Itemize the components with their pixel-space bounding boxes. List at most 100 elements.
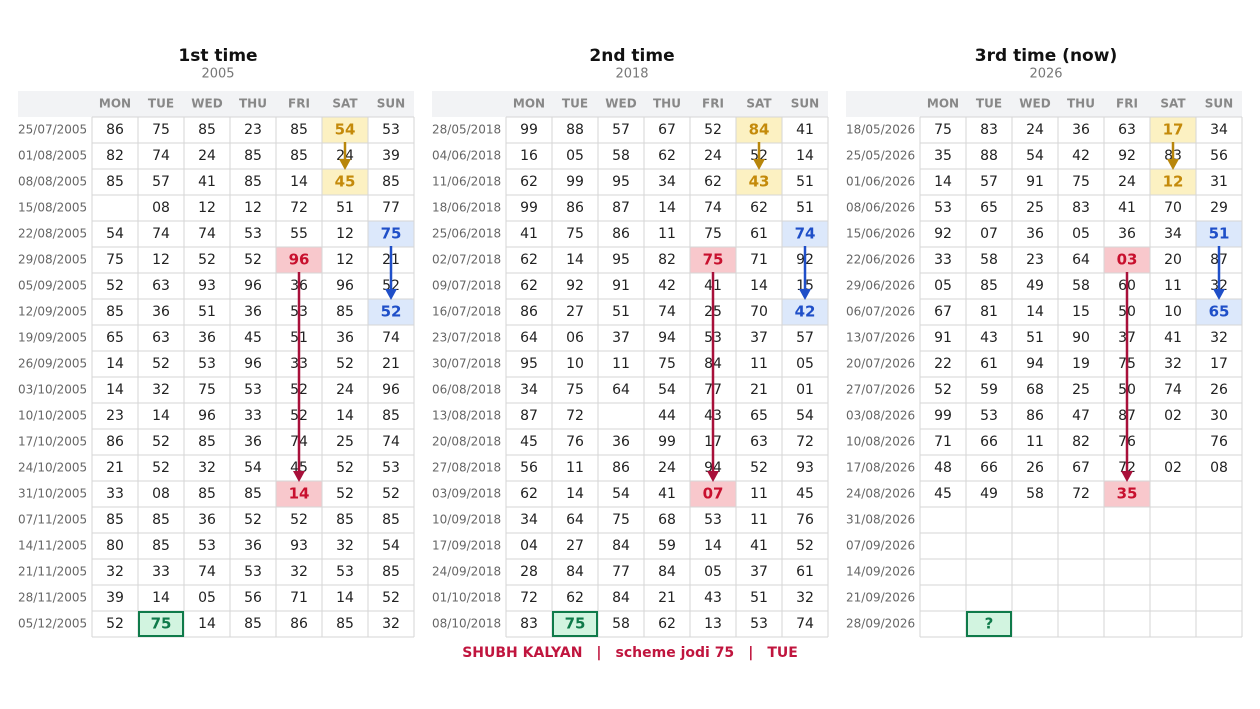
cell: 99 xyxy=(658,434,676,450)
cell: 53 xyxy=(704,512,722,528)
cell: 85 xyxy=(290,148,308,164)
cell: 12 xyxy=(336,252,354,268)
cell: 85 xyxy=(382,512,400,528)
cell: 12 xyxy=(152,252,170,268)
cell: 54 xyxy=(658,382,676,398)
cell: 92 xyxy=(566,278,584,294)
cell: 53 xyxy=(980,408,998,424)
cell: 71 xyxy=(290,590,308,606)
cell: 85 xyxy=(244,148,262,164)
cell: 62 xyxy=(520,278,538,294)
cell: 28 xyxy=(520,564,538,580)
day-header: WED xyxy=(605,97,636,111)
day-header: TUE xyxy=(562,97,588,111)
cell: 52 xyxy=(152,460,170,476)
row-date: 15/08/2005 xyxy=(18,201,87,215)
row-date: 02/07/2018 xyxy=(432,253,501,267)
row-date: 17/10/2005 xyxy=(18,435,87,449)
cell: 14 xyxy=(658,200,676,216)
cell: 62 xyxy=(520,252,538,268)
cell: 54 xyxy=(244,460,262,476)
cell: 58 xyxy=(980,252,998,268)
cell: 20 xyxy=(1164,252,1182,268)
cell: 63 xyxy=(152,278,170,294)
cell: 74 xyxy=(152,148,170,164)
row-date: 31/08/2026 xyxy=(846,513,915,527)
cell: 51 xyxy=(750,590,768,606)
cell: 22 xyxy=(934,356,952,372)
highlight-cell xyxy=(736,169,782,195)
row-date: 12/09/2005 xyxy=(18,305,87,319)
cell: 59 xyxy=(980,382,998,398)
row-date: 03/09/2018 xyxy=(432,487,501,501)
cell: 15 xyxy=(1072,304,1090,320)
cell: 54 xyxy=(796,408,814,424)
cell: 53 xyxy=(382,460,400,476)
cell: 75 xyxy=(381,225,402,243)
cell: 54 xyxy=(335,121,356,139)
cell: 95 xyxy=(520,356,538,372)
cell: 85 xyxy=(244,486,262,502)
cell: 57 xyxy=(796,330,814,346)
cell: 14 xyxy=(566,486,584,502)
row-date: 31/10/2005 xyxy=(18,487,87,501)
row-date: 03/08/2026 xyxy=(846,409,915,423)
cell: 41 xyxy=(796,122,814,138)
panel-subtitle: 2018 xyxy=(615,67,648,82)
row-date: 14/09/2026 xyxy=(846,565,915,579)
cell: 96 xyxy=(289,251,310,269)
cell: 14 xyxy=(106,356,124,372)
cell: 85 xyxy=(198,122,216,138)
cell: 17 xyxy=(1163,121,1184,139)
panel-subtitle: 2005 xyxy=(201,67,234,82)
row-date: 16/07/2018 xyxy=(432,305,501,319)
row-date: 28/09/2026 xyxy=(846,617,915,631)
row-date: 07/11/2005 xyxy=(18,513,87,527)
cell: 21 xyxy=(382,356,400,372)
cell: 82 xyxy=(658,252,676,268)
cell: 11 xyxy=(750,512,768,528)
day-header: SUN xyxy=(1205,97,1233,111)
cell: 91 xyxy=(612,278,630,294)
separator: | xyxy=(596,645,601,661)
cell: 75 xyxy=(704,226,722,242)
day-header: MON xyxy=(513,97,545,111)
cell: 52 xyxy=(290,512,308,528)
cell: 26 xyxy=(1210,382,1228,398)
arrow-head xyxy=(385,289,397,300)
cell: 74 xyxy=(704,200,722,216)
row-date: 29/06/2026 xyxy=(846,279,915,293)
cell: 70 xyxy=(1164,200,1182,216)
cell: 11 xyxy=(750,356,768,372)
cell: 02 xyxy=(1164,460,1182,476)
cell: 37 xyxy=(750,330,768,346)
row-date: 10/10/2005 xyxy=(18,409,87,423)
cell: 99 xyxy=(520,200,538,216)
cell: 27 xyxy=(566,538,584,554)
cell: 34 xyxy=(658,174,676,190)
cell: 93 xyxy=(796,460,814,476)
row-date: 27/07/2026 xyxy=(846,383,915,397)
row-date: 22/08/2005 xyxy=(18,227,87,241)
cell: 75 xyxy=(658,356,676,372)
cell: 05 xyxy=(566,148,584,164)
cell: 84 xyxy=(566,564,584,580)
row-date: 13/08/2018 xyxy=(432,409,501,423)
day-header: FRI xyxy=(1116,97,1138,111)
cell: 96 xyxy=(244,278,262,294)
cell: 74 xyxy=(152,226,170,242)
cell: 41 xyxy=(1164,330,1182,346)
highlight-cell xyxy=(322,169,368,195)
highlight-cell xyxy=(322,117,368,143)
cell: 92 xyxy=(934,226,952,242)
cell: 96 xyxy=(244,356,262,372)
cell: 36 xyxy=(244,304,262,320)
highlight-cell xyxy=(1196,299,1242,325)
cell: 05 xyxy=(704,564,722,580)
day-header: SAT xyxy=(332,97,358,111)
cell: 32 xyxy=(106,564,124,580)
cell: 45 xyxy=(934,486,952,502)
cell: 72 xyxy=(290,200,308,216)
cell: 68 xyxy=(1026,382,1044,398)
cell: 32 xyxy=(152,382,170,398)
